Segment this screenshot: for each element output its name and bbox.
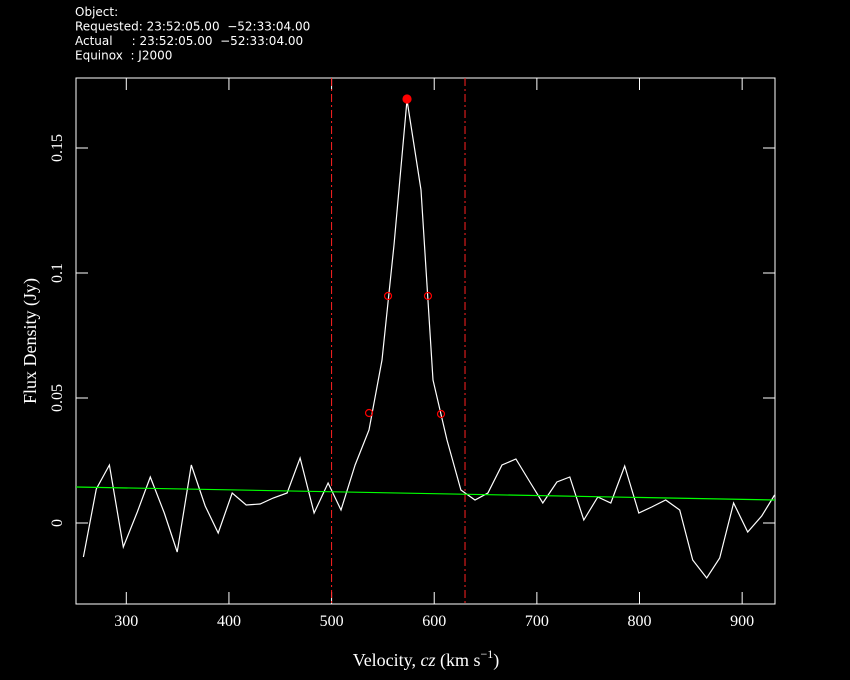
width-marker bbox=[402, 94, 412, 104]
width-marker bbox=[383, 291, 393, 301]
y-tick-label: 0.05 bbox=[49, 384, 66, 412]
header-line: Equinox : J2000 bbox=[75, 49, 172, 63]
y-axis-label: Flux Density (Jy) bbox=[20, 278, 41, 404]
header: Object:Requested: 23:52:05.00 −52:33:04.… bbox=[75, 5, 310, 63]
plot-frame bbox=[75, 77, 776, 605]
x-axis-label: Velocity, cz (km s−1) bbox=[353, 647, 500, 671]
width-marker bbox=[423, 291, 433, 301]
x-tick-label: 600 bbox=[422, 613, 446, 630]
x-tick-label: 900 bbox=[730, 613, 754, 630]
x-tick-label: 500 bbox=[320, 613, 344, 630]
x-label-part: −1 bbox=[481, 647, 494, 661]
header-line: Object: bbox=[75, 5, 118, 19]
x-label-part: cz bbox=[421, 650, 436, 670]
y-tick-label: 0 bbox=[49, 519, 66, 527]
series-line bbox=[75, 486, 776, 501]
width-marker bbox=[436, 409, 446, 419]
x-tick-label: 800 bbox=[628, 613, 652, 630]
y-tick-label: 0.15 bbox=[49, 134, 66, 162]
header-line: Actual : 23:52:05.00 −52:33:04.00 bbox=[75, 34, 303, 48]
header-line: Requested: 23:52:05.00 −52:33:04.00 bbox=[75, 20, 310, 34]
y-tick-label: 0.1 bbox=[49, 263, 66, 283]
series-line bbox=[82, 99, 776, 580]
x-label-part: ) bbox=[493, 650, 499, 671]
x-label-part: (km s bbox=[436, 650, 481, 671]
x-tick-label: 300 bbox=[114, 613, 138, 630]
x-tick-label: 700 bbox=[525, 613, 549, 630]
x-label-part: Velocity, bbox=[353, 650, 421, 670]
width-marker bbox=[364, 408, 374, 418]
x-tick-label: 400 bbox=[217, 613, 241, 630]
